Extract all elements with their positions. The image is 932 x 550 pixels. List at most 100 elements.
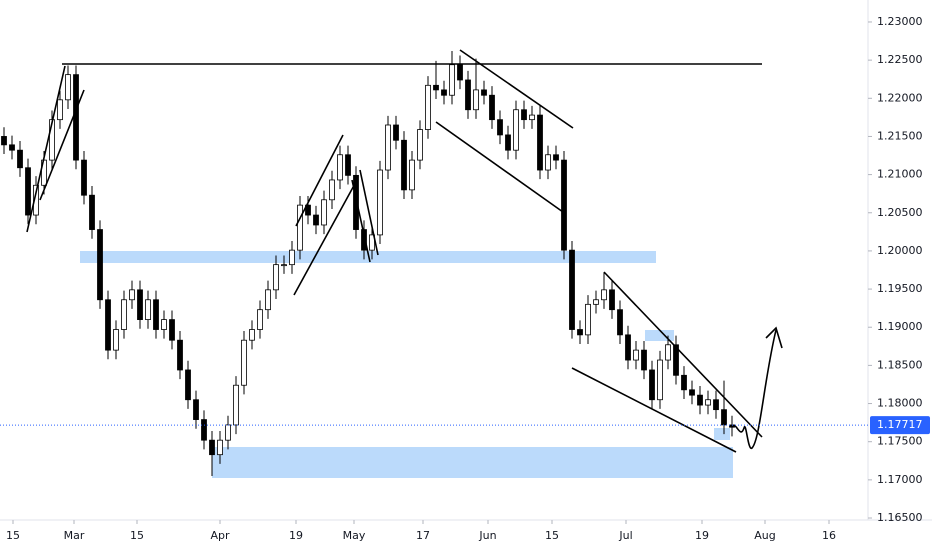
candle-body: [585, 303, 591, 336]
current-price-box: [870, 416, 930, 435]
channel-line: [351, 179, 371, 263]
candle-body: [329, 179, 335, 201]
x-tick-label: Mar: [64, 529, 85, 542]
candle-body: [417, 129, 423, 161]
candle-body: [401, 139, 407, 191]
candle-body: [121, 299, 127, 330]
wedge-line: [603, 271, 763, 438]
candle-body: [617, 309, 623, 336]
candle-body: [361, 229, 367, 251]
channel-line: [39, 89, 85, 201]
candle-body: [241, 339, 247, 386]
candle-body: [249, 329, 255, 341]
candle-body: [161, 319, 167, 330]
x-tick-label: 15: [130, 529, 144, 542]
current-price-label: 1.17717: [877, 418, 923, 431]
candle-body: [233, 384, 239, 426]
channel-line: [295, 134, 344, 227]
supply-zone: [80, 251, 656, 263]
candle-body: [289, 249, 295, 266]
candle-body: [449, 64, 455, 96]
candle-body: [457, 64, 463, 81]
y-tick-label: 1.21500: [877, 129, 923, 142]
candle-body: [609, 289, 615, 311]
x-tick-label: 19: [695, 529, 709, 542]
y-tick-label: 1.17000: [877, 473, 923, 486]
candle-body: [265, 289, 271, 311]
candle-body: [641, 349, 647, 371]
candle-body: [9, 144, 15, 151]
candle-body: [649, 369, 655, 401]
wedge-line: [571, 367, 737, 453]
candle-body: [673, 344, 679, 376]
candle-body: [473, 89, 479, 111]
arrow-head: [765, 326, 783, 349]
candle-body: [561, 159, 567, 251]
candle-body: [169, 319, 175, 341]
candle-body: [433, 84, 439, 91]
x-tick-label: Aug: [754, 529, 775, 542]
y-tick-label: 1.18000: [877, 397, 923, 410]
candle-body: [201, 419, 207, 441]
candle-body: [89, 194, 95, 230]
x-tick-label: 19: [289, 529, 303, 542]
candle-body: [513, 109, 519, 151]
candle-body: [409, 159, 415, 191]
candle-body: [321, 199, 327, 226]
candle-body: [185, 369, 191, 401]
candle-body: [297, 204, 303, 251]
candle-body: [705, 399, 711, 406]
candle-body: [153, 299, 159, 330]
candle-body: [425, 84, 431, 130]
channel-line: [26, 65, 66, 233]
x-tick-label: May: [343, 529, 366, 542]
y-tick-label: 1.22500: [877, 53, 923, 66]
small-zone: [714, 428, 730, 440]
candle-body: [145, 299, 151, 321]
candle-body: [521, 109, 527, 121]
candle-body: [689, 389, 695, 396]
candle-body: [217, 439, 223, 456]
x-tick-label: Jul: [618, 529, 632, 542]
candle-body: [657, 359, 663, 401]
candle-body: [81, 159, 87, 196]
y-tick-label: 1.17500: [877, 435, 923, 448]
candle-body: [377, 169, 383, 236]
candles: [1, 50, 735, 477]
candle-body: [553, 154, 559, 161]
candle-body: [313, 214, 319, 226]
candle-body: [537, 114, 543, 171]
x-tick-label: 15: [6, 529, 20, 542]
candle-body: [569, 249, 575, 330]
candle-body: [545, 154, 551, 171]
candle-body: [625, 334, 631, 361]
candle-body: [665, 344, 671, 361]
candle-body: [105, 299, 111, 351]
candle-body: [17, 149, 23, 169]
candle-body: [369, 234, 375, 251]
channel-line: [435, 121, 564, 213]
candle-body: [137, 289, 143, 321]
y-tick-label: 1.20500: [877, 206, 923, 219]
y-tick-label: 1.19500: [877, 282, 923, 295]
y-tick-label: 1.21000: [877, 168, 923, 181]
candle-body: [57, 99, 63, 121]
candle-body: [273, 264, 279, 291]
candle-body: [345, 154, 351, 176]
x-tick-label: 16: [822, 529, 836, 542]
candle-body: [497, 119, 503, 136]
y-tick-label: 1.23000: [877, 15, 923, 28]
candle-body: [713, 399, 719, 411]
zones: [80, 251, 733, 478]
candle-body: [529, 114, 535, 121]
candle-body: [1, 136, 7, 146]
demand-zone: [212, 447, 733, 478]
candle-body: [97, 229, 103, 301]
candle-body: [353, 174, 359, 230]
candle-body: [257, 309, 263, 330]
y-tick-label: 1.16500: [877, 511, 923, 524]
candle-body: [337, 154, 343, 181]
y-tick-label: 1.18500: [877, 358, 923, 371]
candle-body: [481, 89, 487, 96]
